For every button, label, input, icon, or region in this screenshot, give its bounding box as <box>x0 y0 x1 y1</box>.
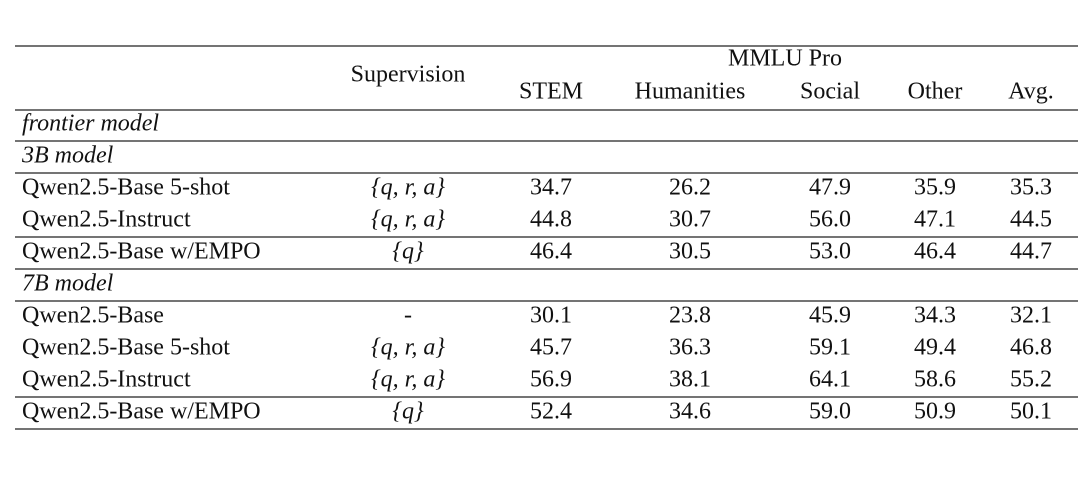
column-header: STEM <box>519 79 583 105</box>
score: 30.5 <box>669 239 711 265</box>
score: 45.9 <box>809 303 851 329</box>
score: 34.3 <box>914 303 956 329</box>
supervision: {q, r, a} <box>371 335 445 361</box>
model-name: Qwen2.5-Instruct <box>22 367 191 393</box>
score: 58.6 <box>914 367 956 393</box>
score: 47.1 <box>914 207 956 233</box>
score: 34.7 <box>530 175 572 201</box>
score: 30.1 <box>530 303 572 329</box>
supervision: {q} <box>392 399 424 425</box>
supervision: {q, r, a} <box>371 367 445 393</box>
supervision: - <box>404 303 412 329</box>
section-label: frontier model <box>22 111 159 137</box>
column-header: Social <box>800 79 860 105</box>
supervision-header: Supervision <box>351 62 466 88</box>
model-name: Qwen2.5-Base 5-shot <box>22 175 230 201</box>
score: 49.4 <box>914 335 956 361</box>
score: 36.3 <box>669 335 711 361</box>
score: 50.9 <box>914 399 956 425</box>
score: 56.0 <box>809 207 851 233</box>
section-label: 3B model <box>21 143 114 169</box>
section-label: 7B model <box>22 271 114 297</box>
column-header: Avg. <box>1008 79 1054 105</box>
score: 30.7 <box>669 207 711 233</box>
score: 35.3 <box>1010 175 1052 201</box>
supervision: {q} <box>392 239 424 265</box>
column-header: Humanities <box>635 79 746 105</box>
score: 59.0 <box>809 399 851 425</box>
model-name: Qwen2.5-Base w/EMPO <box>22 239 261 265</box>
column-header: Other <box>908 79 963 105</box>
score: 45.7 <box>530 335 572 361</box>
group-header: MMLU Pro <box>728 46 842 72</box>
score: 59.1 <box>809 335 851 361</box>
score: 56.9 <box>530 367 572 393</box>
model-name: Qwen2.5-Base <box>22 303 164 329</box>
score: 55.2 <box>1010 367 1052 393</box>
score: 44.7 <box>1010 239 1052 265</box>
score: 64.1 <box>809 367 851 393</box>
score: 46.4 <box>914 239 956 265</box>
score: 44.8 <box>530 207 572 233</box>
score: 47.9 <box>809 175 851 201</box>
score: 53.0 <box>809 239 851 265</box>
model-name: Qwen2.5-Base 5-shot <box>22 335 230 361</box>
score: 46.4 <box>530 239 572 265</box>
score: 50.1 <box>1010 399 1052 425</box>
score: 52.4 <box>530 399 572 425</box>
supervision: {q, r, a} <box>371 175 445 201</box>
supervision: {q, r, a} <box>371 207 445 233</box>
score: 38.1 <box>669 367 711 393</box>
score: 26.2 <box>669 175 711 201</box>
model-name: Qwen2.5-Base w/EMPO <box>22 399 261 425</box>
score: 23.8 <box>669 303 711 329</box>
score: 44.5 <box>1010 207 1052 233</box>
score: 35.9 <box>914 175 956 201</box>
score: 32.1 <box>1010 303 1052 329</box>
model-name: Qwen2.5-Instruct <box>22 207 191 233</box>
score: 46.8 <box>1010 335 1052 361</box>
score: 34.6 <box>669 399 711 425</box>
